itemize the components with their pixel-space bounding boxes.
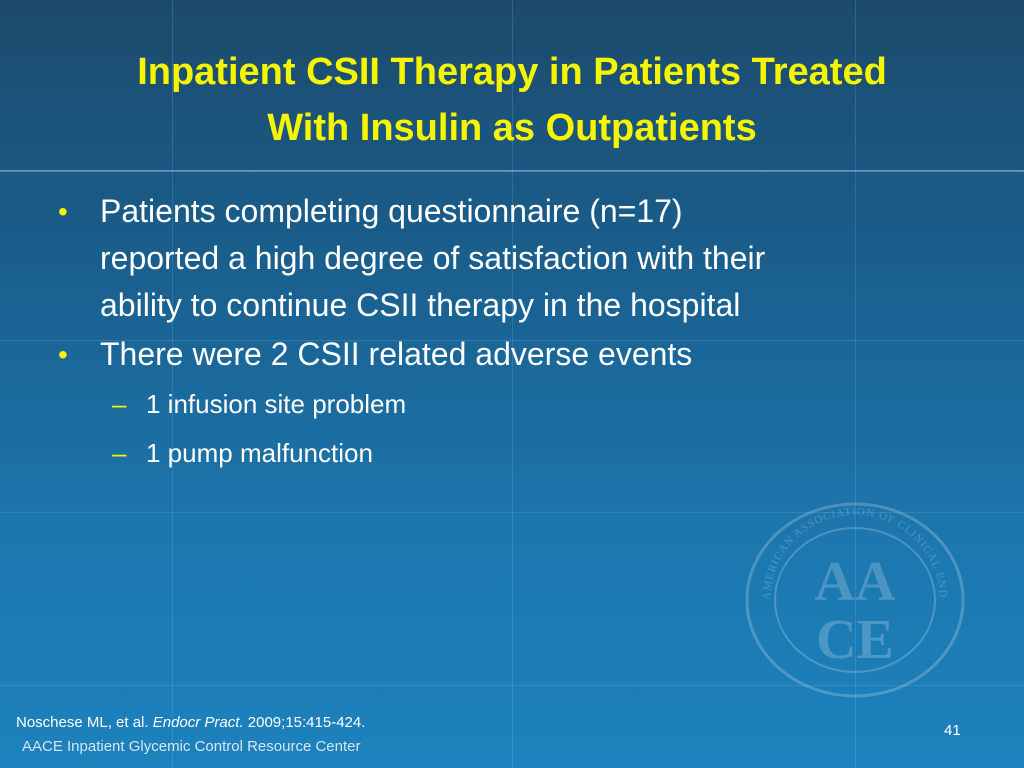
page-number: 41 [944,722,961,739]
bullet-item: • There were 2 CSII related adverse even… [56,331,956,378]
svg-text:AA: AA [815,551,896,613]
bullet-dot-icon: • [58,196,68,227]
citation-authors: Noschese ML, et al. [16,714,149,731]
dash-icon: – [112,389,127,419]
bullet-line: There were 2 CSII related adverse events [100,336,693,372]
title-line: With Insulin as Outpatients [267,107,757,149]
bullet-item: • Patients completing questionnaire (n=1… [56,188,956,329]
slide-title: Inpatient CSII Therapy in Patients Treat… [40,44,984,156]
citation: Noschese ML, et al. Endocr Pract. 2009;1… [16,714,365,731]
sub-bullet-item: – 1 pump malfunction [56,429,956,478]
bullet-line: ability to continue CSII therapy in the … [100,287,741,323]
bullet-list: • Patients completing questionnaire (n=1… [56,188,956,478]
footer-text: AACE Inpatient Glycemic Control Resource… [22,738,361,755]
dash-icon: – [112,438,127,468]
citation-journal: Endocr Pract. [152,714,244,731]
sub-bullet-item: – 1 infusion site problem [56,380,956,429]
title-line: Inpatient CSII Therapy in Patients Treat… [137,51,887,93]
aace-seal-watermark-icon: AMERICAN ASSOCIATION OF CLINICAL ENDOCRI… [740,500,965,698]
sub-bullet-text: 1 infusion site problem [146,389,407,419]
bullet-line: reported a high degree of satisfaction w… [100,240,766,276]
citation-details: 2009;15:415-424. [247,714,366,731]
bullet-dot-icon: • [58,339,68,370]
bullet-line: Patients completing questionnaire (n=17) [100,193,683,229]
sub-bullet-text: 1 pump malfunction [146,438,373,468]
title-divider [0,170,1024,172]
svg-text:CE: CE [816,609,894,671]
